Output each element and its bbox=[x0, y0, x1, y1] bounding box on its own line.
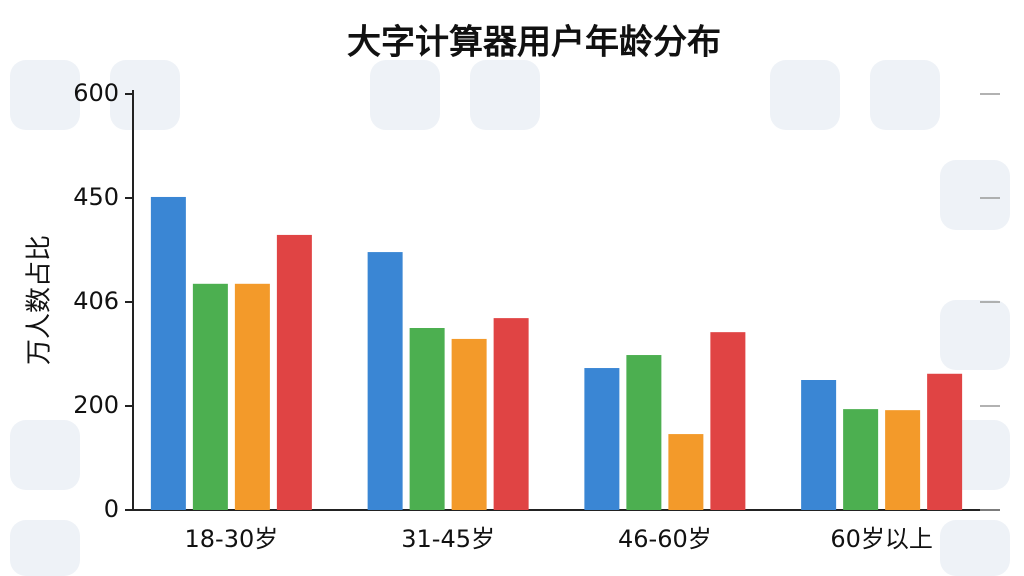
bar bbox=[276, 234, 312, 511]
bar bbox=[367, 252, 403, 510]
bar bbox=[451, 338, 487, 510]
bar bbox=[801, 380, 837, 510]
bar bbox=[409, 328, 445, 510]
bar bbox=[843, 409, 879, 510]
x-tick-label: 31-45岁 bbox=[401, 525, 495, 553]
y-tick-label: 200 bbox=[73, 391, 119, 419]
bar bbox=[234, 283, 270, 510]
chart-title: 大字计算器用户年龄分布 bbox=[347, 23, 721, 63]
y-tick-label: 406 bbox=[73, 287, 119, 315]
x-tick-label: 18-30岁 bbox=[185, 525, 279, 553]
bar bbox=[885, 410, 921, 510]
bar bbox=[927, 373, 963, 510]
bar bbox=[584, 368, 620, 510]
bar bbox=[192, 283, 228, 510]
x-tick-label: 60岁以上 bbox=[830, 525, 933, 553]
y-tick-label: 0 bbox=[104, 495, 119, 523]
bar bbox=[668, 434, 704, 510]
bar bbox=[493, 318, 529, 510]
x-tick-label: 46-60岁 bbox=[618, 525, 712, 553]
y-axis-label: 万人数占比 bbox=[25, 235, 55, 365]
y-tick-label: 450 bbox=[73, 183, 119, 211]
bar bbox=[710, 332, 746, 510]
bar bbox=[150, 196, 186, 510]
y-tick-label: 600 bbox=[73, 79, 119, 107]
bar bbox=[626, 355, 662, 510]
